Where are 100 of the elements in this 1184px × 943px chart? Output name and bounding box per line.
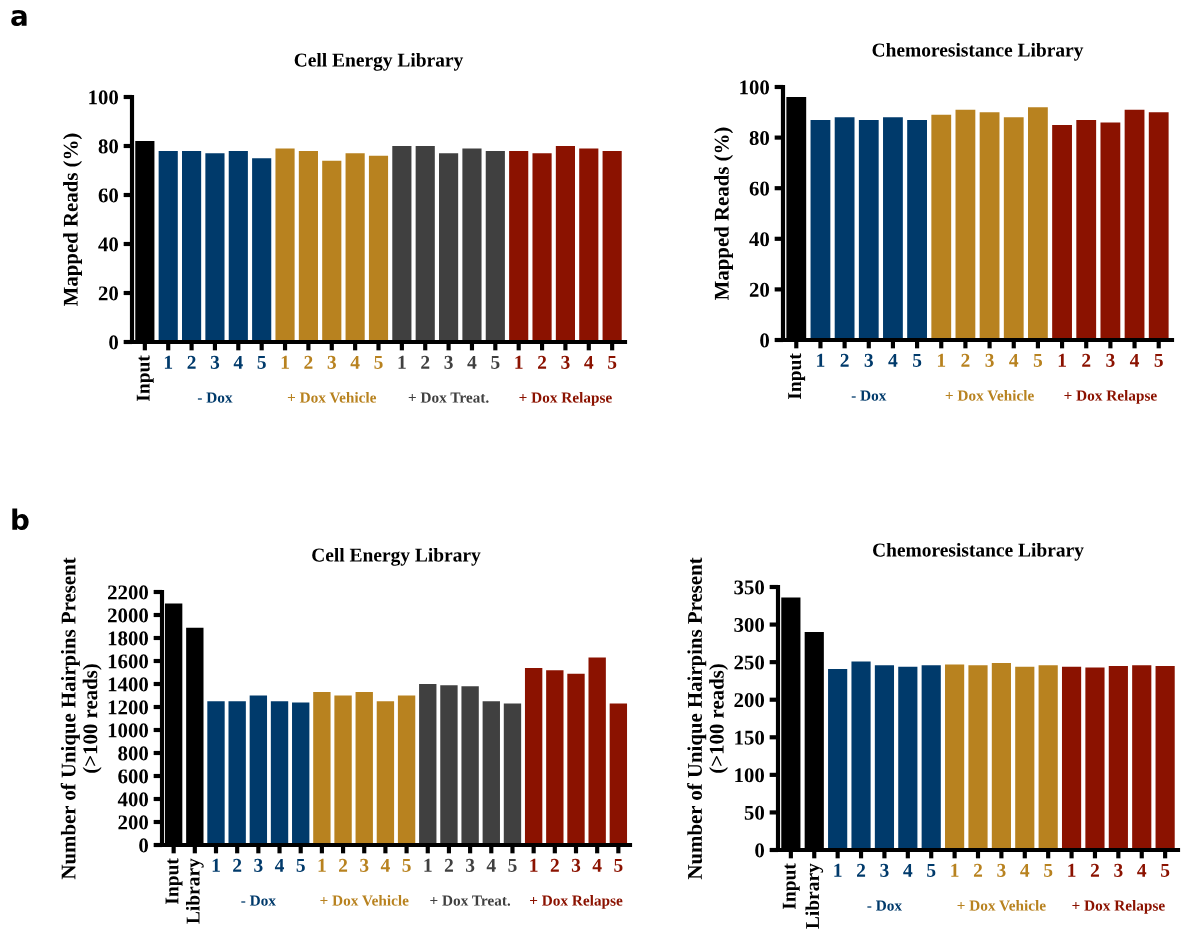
- bar: [1038, 665, 1058, 850]
- bar: [397, 695, 416, 845]
- x-tick-label: 4: [1009, 353, 1019, 367]
- x-tick-label: 4: [274, 858, 285, 872]
- text: + Dox Vehicle: [287, 392, 377, 403]
- text: - Dox: [851, 390, 887, 401]
- bar: [270, 701, 289, 845]
- bar: [851, 661, 871, 850]
- x-tick-label: 5: [1154, 353, 1163, 367]
- y-tick-label: 0: [755, 843, 765, 858]
- x-tick-label: 5: [257, 355, 266, 369]
- y-tick-label: 2000: [108, 608, 149, 623]
- x-tick-label: 4: [1129, 353, 1140, 367]
- x-tick-label: 1: [212, 858, 220, 872]
- x-tick-label: 1: [1058, 353, 1066, 367]
- x-tick-label: Input: [788, 353, 806, 400]
- y-tick-label: 100: [89, 90, 119, 105]
- x-tick-label: 4: [1137, 863, 1147, 877]
- bar: [588, 657, 606, 845]
- x-tick-label: 4: [380, 858, 390, 872]
- x-tick-label: 5: [1044, 863, 1053, 877]
- text: + Dox Vehicle: [945, 390, 1034, 401]
- y-tick-label: 150: [735, 730, 765, 745]
- bar: [1015, 666, 1035, 850]
- x-tick-label: 5: [913, 353, 922, 367]
- text: - Dox: [867, 900, 902, 911]
- bar: [1155, 665, 1175, 850]
- x-tick-label: 4: [233, 355, 243, 369]
- bar: [292, 702, 310, 845]
- x-tick-label: 3: [1114, 863, 1123, 877]
- y-tick-label: 100: [735, 768, 765, 783]
- chart-title: Chemoresistance Library: [873, 542, 1084, 561]
- x-tick-label: 2: [304, 355, 313, 369]
- x-tick-label: 2: [339, 858, 348, 872]
- y-axis-title: Number of Unique Hairpins Present (>100 reads): [60, 557, 102, 880]
- chart-title: Cell Energy Library: [294, 52, 464, 71]
- x-tick-label: 2: [550, 858, 559, 872]
- text: b: [12, 508, 29, 531]
- bar: [440, 685, 458, 845]
- bar: [945, 664, 965, 850]
- bar: [1085, 667, 1105, 850]
- x-tick-label: 3: [997, 863, 1006, 877]
- bar: [228, 701, 246, 845]
- x-tick-label: 3: [327, 355, 336, 369]
- x-tick-label: 2: [187, 355, 196, 369]
- x-tick-label: 3: [561, 355, 570, 369]
- bar: [991, 662, 1011, 850]
- y-tick-label: 600: [118, 769, 149, 784]
- y-tick-label: 200: [734, 693, 765, 708]
- y-axis-title: Mapped Reads (%): [714, 127, 733, 300]
- x-tick-label: 2: [840, 353, 849, 367]
- x-tick-label: 4: [1020, 863, 1030, 877]
- x-tick-label: 1: [834, 863, 842, 877]
- x-tick-label: 2: [961, 353, 970, 367]
- x-tick-label: 4: [592, 858, 602, 872]
- x-tick-label: 4: [903, 863, 913, 877]
- x-tick-label: 2: [857, 863, 866, 877]
- chart-title: Cell Energy Library: [312, 547, 481, 566]
- y-tick-label: 2200: [108, 585, 149, 600]
- text: + Dox Relapse: [1064, 390, 1157, 404]
- x-tick-label: Input: [136, 355, 154, 402]
- x-tick-label: 2: [1082, 353, 1091, 367]
- y-tick-label: 40: [749, 232, 770, 247]
- bar: [207, 701, 225, 845]
- x-tick-label: 5: [508, 858, 517, 872]
- x-tick-label: 5: [608, 355, 617, 369]
- text: + Dox Relapse: [530, 895, 623, 909]
- x-tick-label: 2: [444, 858, 453, 872]
- y-tick-label: 1000: [108, 723, 149, 738]
- x-tick-label: 4: [888, 353, 898, 367]
- x-tick-label: Library: [185, 858, 204, 924]
- bar: [355, 692, 373, 845]
- x-tick-label: 3: [210, 355, 220, 369]
- x-tick-label: 5: [1033, 353, 1043, 367]
- x-tick-label: 2: [538, 355, 547, 369]
- bar: [828, 668, 848, 850]
- text: - Dox: [241, 895, 276, 906]
- bar: [376, 701, 395, 845]
- x-tick-label: 2: [233, 858, 242, 872]
- y-tick-label: 1800: [108, 631, 149, 646]
- x-tick-label: 5: [614, 858, 623, 872]
- x-tick-label: 1: [530, 858, 538, 872]
- x-tick-label: Input: [782, 863, 800, 910]
- x-tick-label: 3: [254, 858, 263, 872]
- y-tick-label: 50: [744, 805, 765, 820]
- x-tick-label: 5: [491, 355, 500, 369]
- x-tick-label: 3: [571, 858, 581, 872]
- x-tick-label: 4: [584, 355, 594, 369]
- x-tick-label: Input: [165, 858, 183, 905]
- y-tick-label: 0: [760, 333, 770, 348]
- y-tick-label: 20: [98, 286, 119, 301]
- x-tick-label: 5: [927, 863, 936, 877]
- y-tick-label: 0: [139, 838, 149, 853]
- y-tick-label: 250: [734, 655, 765, 670]
- y-tick-label: 350: [734, 580, 765, 595]
- x-tick-label: 4: [467, 355, 477, 369]
- bar: [1132, 665, 1152, 850]
- x-tick-label: 3: [360, 858, 369, 872]
- y-tick-label: 800: [118, 746, 149, 761]
- bar: [313, 692, 331, 845]
